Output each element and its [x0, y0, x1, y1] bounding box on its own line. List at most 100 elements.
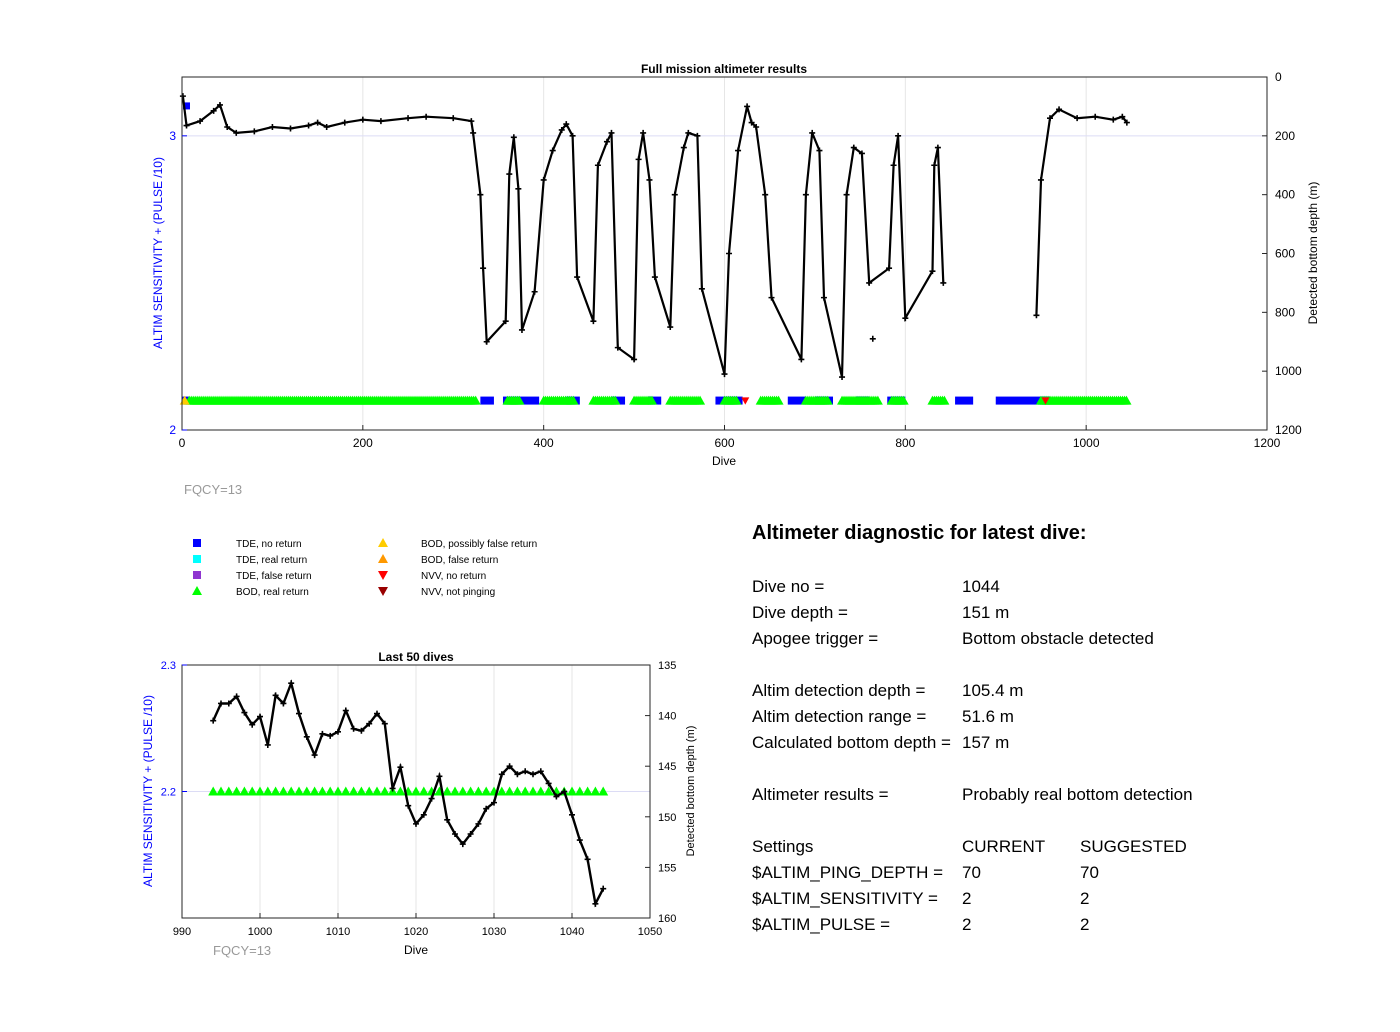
depth-point: [540, 176, 547, 183]
bod-real-return-marker: [411, 786, 421, 796]
depth-point: [475, 820, 482, 827]
depth-point: [1092, 113, 1099, 120]
legend-marker-triangle: [378, 587, 388, 596]
y2-tick-label: 600: [1275, 247, 1295, 261]
depth-point: [342, 707, 349, 714]
x-tick-label: 1000: [1073, 436, 1100, 450]
depth-point: [940, 279, 947, 286]
bod-real-return-marker: [504, 786, 515, 796]
depth-point: [314, 119, 321, 126]
bod-real-return-marker: [695, 395, 706, 405]
x-tick-label: 1000: [248, 926, 272, 938]
depth-point: [820, 294, 827, 301]
bod-real-return-marker: [442, 786, 453, 796]
bod-real-return-marker: [731, 395, 742, 405]
bod-real-return-marker: [208, 786, 219, 796]
depth-point: [553, 793, 560, 800]
y2-tick-label: 150: [658, 812, 676, 824]
dive-no-value: 1044: [962, 577, 1000, 596]
depth-point: [735, 147, 742, 154]
depth-point: [561, 788, 568, 795]
top-x-ticks: 0 200 400 600 800 1000 1200: [179, 425, 1281, 450]
depth-point: [576, 837, 583, 844]
depth-point: [377, 118, 384, 125]
bod-real-return-marker: [514, 395, 525, 405]
depth-point: [483, 338, 490, 345]
depth-point: [480, 265, 487, 272]
legend-label: BOD, real return: [236, 587, 309, 598]
depth-point: [594, 162, 601, 169]
apogee-label: Apogee trigger =: [752, 629, 879, 648]
bod-real-return-marker: [340, 786, 351, 796]
depth-point: [748, 119, 755, 126]
depth-point: [450, 115, 457, 122]
legend-marker-triangle: [378, 538, 388, 547]
depth-point: [502, 318, 509, 325]
depth-point: [753, 124, 760, 131]
depth-point: [179, 93, 186, 100]
bod-real-return-marker: [309, 786, 320, 796]
depth-point: [574, 274, 581, 281]
bod-real-return-marker: [898, 395, 909, 405]
depth-point: [798, 356, 805, 363]
depth-point: [651, 274, 658, 281]
tde-no-return-marker: [955, 396, 974, 405]
y2-tick-label: 140: [658, 711, 676, 723]
depth-point: [890, 162, 897, 169]
setting-suggested: 2: [1080, 889, 1090, 908]
legend-label: NVV, no return: [421, 571, 486, 582]
depth-point: [269, 124, 276, 131]
y2-tick-label: 160: [658, 913, 676, 925]
setting-row: $ALTIM_SENSITIVITY = 2 2: [752, 886, 1352, 912]
bod-real-return-marker: [301, 786, 312, 796]
y2-tick-label: 200: [1275, 129, 1295, 143]
depth-point: [311, 752, 318, 759]
depth-point: [241, 709, 248, 716]
depth-point: [225, 700, 232, 707]
depth-point: [671, 191, 678, 198]
altim-depth-value: 105.4 m: [962, 681, 1024, 700]
bod-real-return-marker: [568, 395, 579, 405]
y2-tick-label: 1000: [1275, 364, 1302, 378]
depth-point: [303, 733, 310, 740]
legend-marker-square: [193, 539, 201, 547]
top-fqcy-label: FQCY=13: [184, 482, 242, 497]
depth-point: [608, 129, 615, 136]
results-label: Altimeter results =: [752, 785, 889, 804]
bod-real-return-marker: [473, 786, 484, 796]
altim-range-row: Altim detection range = 51.6 m: [752, 704, 1352, 730]
depth-point: [359, 116, 366, 123]
depth-point: [768, 294, 775, 301]
depth-point: [1047, 115, 1053, 122]
bod-real-return-marker: [216, 786, 226, 796]
setting-row: $ALTIM_PULSE = 2 2: [752, 912, 1352, 938]
bottom-fqcy-label: FQCY=13: [213, 943, 271, 958]
depth-point: [549, 147, 556, 154]
setting-suggested: 70: [1080, 863, 1099, 882]
depth-point: [341, 119, 348, 126]
x-tick-label: 800: [895, 436, 915, 450]
depth-point: [216, 101, 223, 108]
dive-depth-label: Dive depth =: [752, 603, 848, 622]
altimeter-diagnostic-panel: Altimeter diagnostic for latest dive: Di…: [752, 518, 1352, 938]
depth-point: [389, 785, 396, 792]
depth-point: [514, 771, 521, 778]
x-tick-label: 400: [534, 436, 554, 450]
bod-real-return-marker: [512, 786, 523, 796]
bottom-y2-ticks: 135 140 145 150 155 160: [645, 660, 676, 925]
legend-label: BOD, false return: [421, 555, 498, 566]
top-sensitivity-markers: [179, 102, 1132, 405]
depth-point: [1074, 115, 1081, 122]
bod-real-return-marker: [528, 786, 538, 796]
depth-point: [569, 811, 575, 818]
depth-point: [646, 176, 653, 183]
depth-point: [694, 132, 701, 139]
bod-real-return-marker: [317, 786, 328, 796]
depth-point: [420, 811, 427, 818]
y-tick-label: 2.3: [161, 660, 176, 672]
bod-real-return-marker: [496, 786, 507, 796]
bod-real-return-marker: [223, 786, 234, 796]
bod-real-return-marker: [470, 395, 481, 405]
depth-point: [603, 138, 610, 145]
calc-depth-value: 157 m: [962, 733, 1010, 752]
